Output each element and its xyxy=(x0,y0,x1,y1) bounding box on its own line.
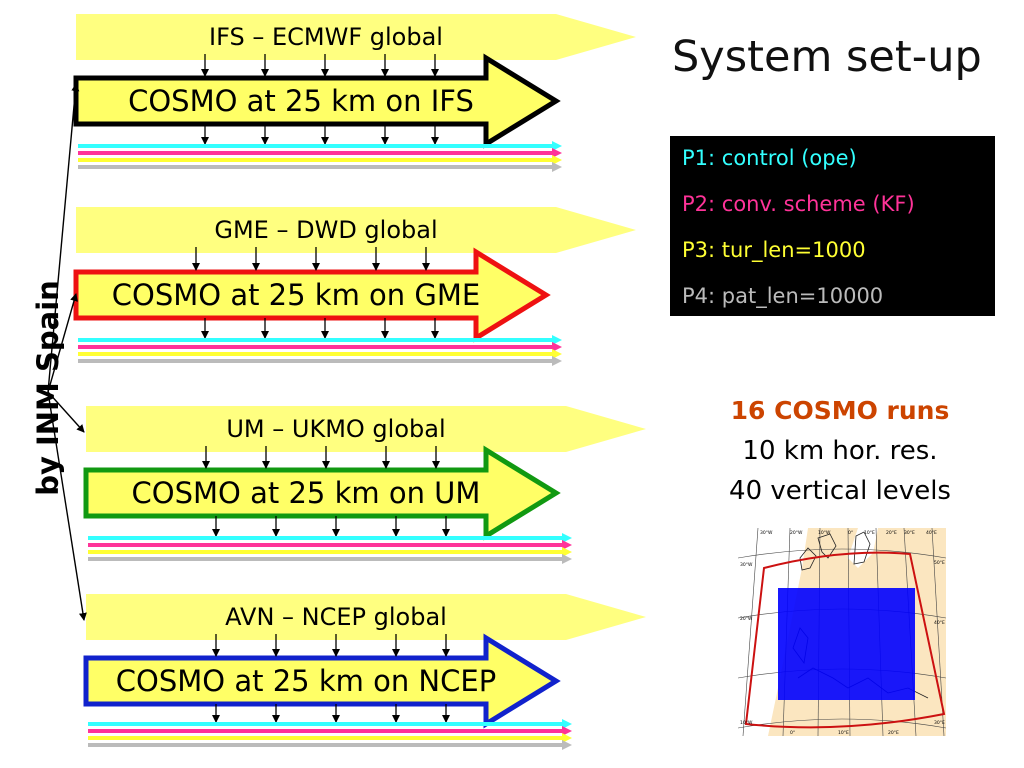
run-line-head xyxy=(562,533,572,543)
run-line xyxy=(88,736,562,740)
runs-levels: 40 vertical levels xyxy=(729,476,951,506)
model-block: UM – UKMO global COSMO at 25 km on UM xyxy=(83,406,646,564)
cosmo-arrow xyxy=(83,633,561,729)
map-lon-label: 20°W xyxy=(790,530,803,536)
map-lon-label: 10°E xyxy=(864,530,875,536)
run-line xyxy=(78,338,552,342)
map-10km-domain xyxy=(778,588,915,700)
legend-item-p3: P3: tur_len=1000 xyxy=(682,238,866,262)
inm-fan-arrow xyxy=(47,83,80,393)
cosmo-label: COSMO at 25 km on IFS xyxy=(128,84,474,118)
model-block: GME – DWD global COSMO at 25 km on GME xyxy=(73,207,636,366)
run-line-head xyxy=(562,733,572,743)
map-lon-label: 0° xyxy=(790,730,795,736)
domain-map: 30°W 20°W 10°W 0° 10°E 20°E 30°E 40°E 30… xyxy=(738,528,946,736)
run-line xyxy=(88,536,562,540)
run-line xyxy=(78,158,552,162)
page-title: System set-up xyxy=(672,32,982,82)
run-line-head xyxy=(552,162,562,172)
run-line-head xyxy=(552,148,562,158)
cosmo-label: COSMO at 25 km on UM xyxy=(132,476,481,510)
side-label: by INM Spain xyxy=(31,280,65,496)
map-lat-label: 50°E xyxy=(934,560,945,566)
run-line xyxy=(78,352,552,356)
model-block: AVN – NCEP global COSMO at 25 km on NCEP xyxy=(83,594,646,750)
run-line-head xyxy=(552,335,562,345)
run-line xyxy=(88,729,562,733)
run-line-head xyxy=(562,740,572,750)
map-atlantic xyxy=(738,528,808,736)
map-lon-label: 30°E xyxy=(904,530,915,536)
run-line xyxy=(88,743,562,747)
run-line xyxy=(78,165,552,169)
global-model-band xyxy=(76,207,636,253)
run-line-head xyxy=(552,342,562,352)
map-lat-label: 40°E xyxy=(934,620,945,626)
global-model-band xyxy=(76,14,636,60)
map-lat-label: 20°W xyxy=(740,616,753,622)
cosmo-label: COSMO at 25 km on GME xyxy=(112,278,480,312)
run-line xyxy=(78,345,552,349)
map-lon-label: 0° xyxy=(848,530,853,536)
legend-item-p4: P4: pat_len=10000 xyxy=(682,284,884,308)
map-lat-label: 10°W xyxy=(740,720,753,726)
global-model-label: GME – DWD global xyxy=(214,216,437,244)
cosmo-arrow xyxy=(83,445,561,541)
global-model-label: AVN – NCEP global xyxy=(225,603,447,631)
legend-item-p2: P2: conv. scheme (KF) xyxy=(682,192,915,216)
cosmo-arrow xyxy=(73,53,561,149)
run-line xyxy=(88,550,562,554)
run-line-head xyxy=(552,349,562,359)
map-lon-label: 30°W xyxy=(760,530,773,536)
legend-item-p1: P1: control (ope) xyxy=(682,146,857,170)
run-line-head xyxy=(552,356,562,366)
global-model-label: UM – UKMO global xyxy=(226,415,445,443)
run-line xyxy=(88,543,562,547)
map-lon-label: 10°E xyxy=(838,730,849,736)
run-line-head xyxy=(552,155,562,165)
global-model-band xyxy=(86,594,646,640)
map-lon-label: 20°E xyxy=(888,730,899,736)
runs-resolution: 10 km hor. res. xyxy=(742,436,938,466)
map-lat-label: 30°W xyxy=(740,562,753,568)
map-lon-label: 20°E xyxy=(886,530,897,536)
map-lon-label: 10°W xyxy=(818,530,831,536)
run-line xyxy=(88,722,562,726)
inm-fan-arrow xyxy=(47,391,87,621)
global-model-label: IFS – ECMWF global xyxy=(209,23,443,51)
map-labels: 30°W 20°W 10°W 0° 10°E 20°E 30°E 40°E 30… xyxy=(740,530,945,736)
map-lon-label: 40°E xyxy=(926,530,937,536)
run-line xyxy=(78,151,552,155)
map-lat-label: 30°E xyxy=(934,720,945,726)
run-line xyxy=(78,359,552,363)
run-line-head xyxy=(562,554,572,564)
run-line xyxy=(78,144,552,148)
run-line-head xyxy=(552,141,562,151)
run-line-head xyxy=(562,540,572,550)
global-model-band xyxy=(86,406,646,452)
run-line-head xyxy=(562,547,572,557)
cosmo-label: COSMO at 25 km on NCEP xyxy=(116,664,496,698)
model-block: IFS – ECMWF global COSMO at 25 km on IFS xyxy=(73,14,636,172)
legend-box: P1: control (ope) P2: conv. scheme (KF) … xyxy=(670,136,995,316)
map-25km-domain xyxy=(744,551,946,729)
run-line-head xyxy=(562,719,572,729)
run-line xyxy=(88,557,562,561)
inm-fan-arrow xyxy=(47,391,85,433)
run-line-head xyxy=(562,726,572,736)
cosmo-arrow xyxy=(73,247,551,343)
inm-fan-arrow xyxy=(47,293,78,393)
runs-title: 16 COSMO runs xyxy=(730,396,950,425)
